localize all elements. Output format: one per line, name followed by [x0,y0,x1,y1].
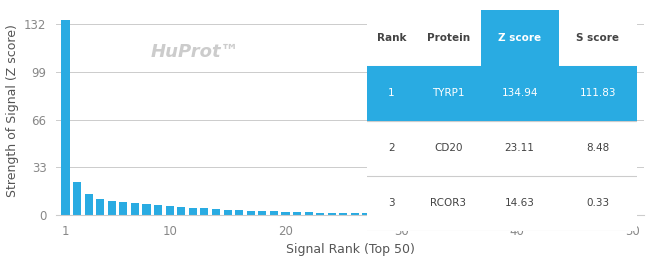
Bar [73,182,81,215]
Bar [455,214,463,215]
Bar [108,201,116,215]
Text: 134.94: 134.94 [501,88,538,98]
Bar [443,214,452,215]
Text: Z score: Z score [498,33,541,43]
Text: RCOR3: RCOR3 [430,198,466,208]
Text: CD20: CD20 [434,143,462,153]
Bar [328,213,336,215]
Text: 14.63: 14.63 [504,198,534,208]
Text: 1: 1 [388,88,395,98]
Text: HuProt™: HuProt™ [150,43,239,61]
Bar [305,212,313,215]
Bar [270,211,278,215]
Bar [339,213,348,215]
Bar [235,210,243,215]
Bar [421,214,428,215]
Bar [200,208,209,215]
Bar [120,202,127,215]
Bar [480,10,559,66]
Bar [142,204,151,215]
Text: 23.11: 23.11 [504,143,534,153]
Bar [351,213,359,215]
Text: 2: 2 [388,143,395,153]
Bar [478,214,486,215]
Bar [177,207,185,215]
Bar [409,214,417,215]
Text: S score: S score [577,33,619,43]
Bar [293,212,301,215]
Bar [61,20,70,215]
Bar [224,210,231,215]
Bar [281,212,289,215]
Text: Protein: Protein [426,33,470,43]
Bar [84,194,93,215]
Bar [166,206,174,215]
Bar [397,214,406,215]
Text: Rank: Rank [377,33,406,43]
Bar [467,214,474,215]
Y-axis label: Strength of Signal (Z score): Strength of Signal (Z score) [6,24,19,197]
Bar [367,66,637,121]
Bar [96,199,104,215]
Text: 8.48: 8.48 [586,143,610,153]
X-axis label: Signal Rank (Top 50): Signal Rank (Top 50) [286,243,415,256]
Bar [212,209,220,215]
Bar [374,214,382,215]
Bar [247,211,255,215]
Bar [432,214,440,215]
Bar [131,203,139,215]
Bar [258,211,266,215]
Bar [188,208,197,215]
Bar [385,214,394,215]
Bar [154,205,162,215]
Bar [363,214,370,215]
Text: TYRP1: TYRP1 [432,88,464,98]
Text: 111.83: 111.83 [580,88,616,98]
Text: 0.33: 0.33 [586,198,610,208]
Text: 3: 3 [388,198,395,208]
Bar [316,212,324,215]
